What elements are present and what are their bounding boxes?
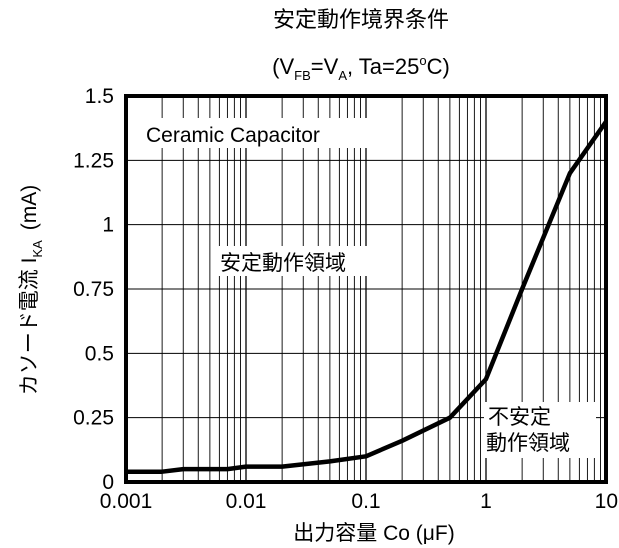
x-tick-label: 1	[480, 490, 492, 513]
x-tick-label: 0.01	[226, 490, 267, 513]
y-tick-label: 0.25	[73, 407, 114, 430]
plot-frame	[124, 94, 608, 484]
svg-text:安定動作領域: 安定動作領域	[220, 252, 346, 275]
annotation-stable-region: 安定動作領域	[216, 246, 388, 276]
chart-subtitle: (VFB=VA, Ta=25oC)	[272, 53, 450, 83]
x-axis-title: 出力容量 Co (μF)	[293, 522, 454, 545]
y-axis-title: カソード電流 IKA(mA)	[18, 185, 45, 396]
series-group	[126, 120, 608, 474]
x-tick-label: 0.001	[100, 490, 153, 513]
annotation-unstable-region: 不安定 動作領域	[484, 402, 596, 458]
annotation-capacitor: Ceramic Capacitor	[142, 118, 376, 148]
x-tick-label: 0.1	[351, 490, 380, 513]
x-tick-label: 10	[595, 490, 618, 513]
svg-text:不安定: 不安定	[488, 406, 551, 429]
y-tick-label: 1.5	[85, 85, 114, 108]
x-tick-labels: 0.001 0.01 0.1 1 10	[100, 490, 618, 513]
y-tick-label: 0.5	[85, 342, 114, 365]
y-tick-labels: 0 0.25 0.5 0.75 1 1.25 1.5	[73, 85, 114, 494]
y-tick-label: 0.75	[73, 278, 114, 301]
series-line	[126, 120, 608, 474]
svg-text:Ceramic Capacitor: Ceramic Capacitor	[146, 124, 320, 147]
svg-text:動作領域: 動作領域	[486, 432, 570, 455]
y-tick-label: 0	[102, 471, 114, 494]
y-tick-label: 1.25	[73, 149, 114, 172]
chart-title: 安定動作境界条件	[273, 7, 449, 32]
y-tick-label: 1	[102, 214, 114, 237]
